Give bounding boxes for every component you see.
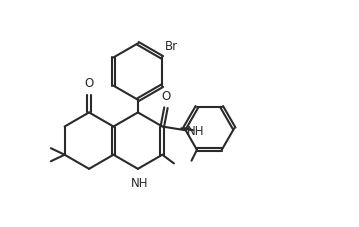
Text: O: O [161, 90, 171, 103]
Text: NH: NH [187, 125, 204, 138]
Text: NH: NH [131, 177, 149, 190]
Text: O: O [84, 77, 94, 90]
Text: Br: Br [165, 40, 178, 53]
